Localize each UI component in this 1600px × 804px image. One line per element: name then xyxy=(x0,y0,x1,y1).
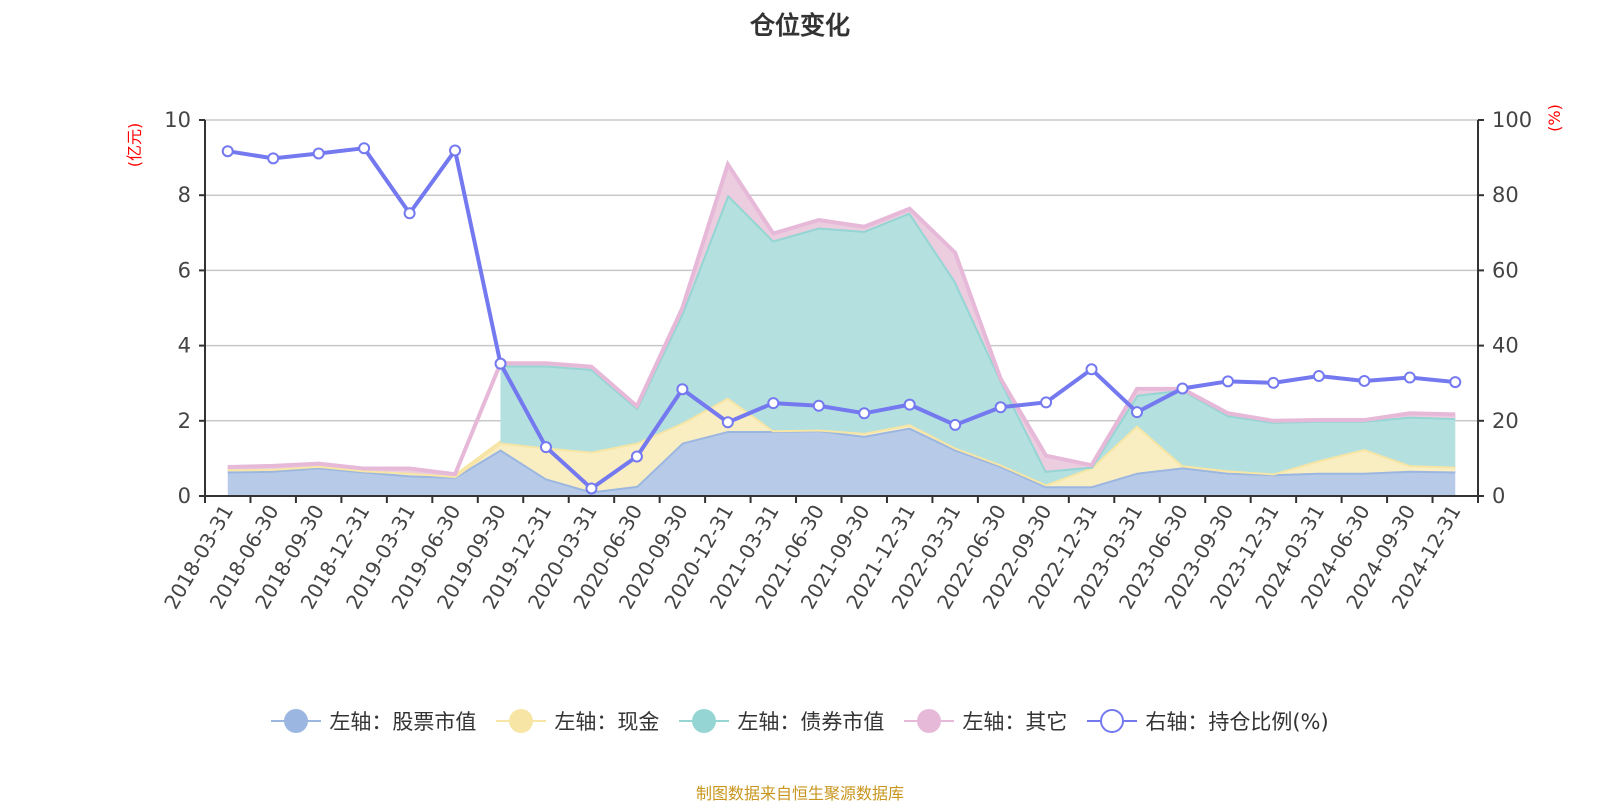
right-tick-label: 0 xyxy=(1492,484,1505,508)
ratio-point xyxy=(903,398,916,411)
ratio-point xyxy=(312,147,325,160)
legend-marker-icon xyxy=(679,709,730,733)
legend-label: 右轴：持仓比例(%) xyxy=(1145,710,1329,734)
ratio-point xyxy=(630,450,643,463)
ratio-point xyxy=(1085,363,1098,376)
ratio-point xyxy=(812,399,825,412)
left-tick-label: 2 xyxy=(178,409,191,433)
ratio-line xyxy=(227,145,1456,492)
right-tick-label: 80 xyxy=(1492,183,1519,207)
ratio-point xyxy=(1358,374,1371,387)
ratio-point xyxy=(1040,396,1053,409)
ratio-point xyxy=(1403,371,1416,384)
left-tick-label: 10 xyxy=(164,108,191,132)
legend-item[interactable]: 左轴：其它 xyxy=(904,706,1067,736)
ratio-point xyxy=(949,418,962,431)
right-tick-label: 20 xyxy=(1492,409,1519,433)
area-0 xyxy=(227,427,1456,496)
area-1 xyxy=(227,397,1456,492)
legend-item[interactable]: 右轴：持仓比例(%) xyxy=(1087,706,1329,736)
legend-label: 左轴：其它 xyxy=(962,710,1068,734)
ratio-point xyxy=(1176,382,1189,395)
left-tick-label: 6 xyxy=(178,258,191,282)
ratio-point xyxy=(221,145,234,158)
left-tick-label: 8 xyxy=(178,183,191,207)
right-tick-label: 100 xyxy=(1492,108,1532,132)
legend-label: 左轴：股票市值 xyxy=(329,710,477,734)
chart-title: 仓位变化 xyxy=(749,11,850,40)
legend-label: 左轴：现金 xyxy=(554,710,660,734)
ratio-point xyxy=(767,397,780,410)
ratio-point xyxy=(1131,406,1144,419)
right-tick-label: 40 xyxy=(1492,334,1519,358)
area-3 xyxy=(227,164,1456,477)
left-axis-unit: (亿元) xyxy=(125,123,144,168)
ratio-point xyxy=(994,401,1007,414)
ratio-point xyxy=(494,357,507,370)
ratio-point xyxy=(1221,375,1234,388)
legend-item[interactable]: 左轴：股票市值 xyxy=(271,706,476,736)
ratio-point xyxy=(358,142,371,155)
right-tick-label: 60 xyxy=(1492,258,1519,282)
legend: 左轴：股票市值 左轴：现金 左轴：债券市值 左轴：其它 右轴：持仓比例(%) xyxy=(0,706,1600,736)
ratio-point xyxy=(539,441,552,454)
left-tick-label: 0 xyxy=(178,484,191,508)
ratio-point xyxy=(1449,376,1462,389)
legend-marker-icon xyxy=(496,709,547,733)
ratio-point xyxy=(1267,376,1280,389)
legend-marker-icon xyxy=(271,709,322,733)
right-axis-unit: (%) xyxy=(1545,104,1564,132)
legend-item[interactable]: 左轴：债券市值 xyxy=(679,706,884,736)
legend-marker-icon xyxy=(1087,709,1138,733)
ratio-point xyxy=(858,407,871,420)
legend-marker-icon xyxy=(904,709,955,733)
source-footer: 制图数据来自恒生聚源数据库 xyxy=(695,784,904,803)
ratio-point xyxy=(267,152,280,165)
legend-item[interactable]: 左轴：现金 xyxy=(496,706,659,736)
left-tick-label: 4 xyxy=(178,334,191,358)
area-2 xyxy=(500,194,1456,485)
chart-canvas: 0246810020406080100(亿元)(%)2018-03-312018… xyxy=(125,104,1564,613)
ratio-point xyxy=(585,482,598,495)
ratio-point xyxy=(1312,370,1325,383)
ratio-point xyxy=(676,383,689,396)
legend-label: 左轴：债券市值 xyxy=(737,710,885,734)
ratio-point xyxy=(721,416,734,429)
ratio-point xyxy=(403,207,416,220)
ratio-point xyxy=(449,144,462,157)
area-line-3 xyxy=(227,159,1456,477)
